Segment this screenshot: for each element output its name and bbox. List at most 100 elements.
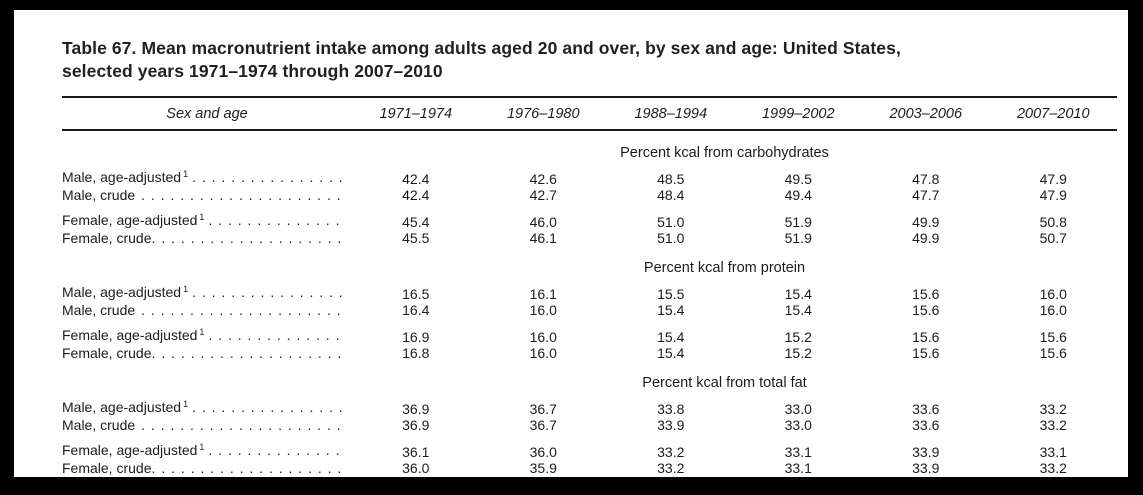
value-cell: 33.6 xyxy=(912,417,940,433)
value-cell: 33.1 xyxy=(784,460,812,476)
value-cell: 15.2 xyxy=(784,345,812,361)
value-cell: 33.9 xyxy=(912,460,940,476)
value-cell: 16.0 xyxy=(529,329,557,345)
value-cell: 42.7 xyxy=(529,187,557,203)
value-cell: 16.1 xyxy=(529,286,557,302)
value-cell: 36.0 xyxy=(402,460,430,476)
section-header-total-fat: Percent kcal from total fat xyxy=(642,375,807,391)
value-cell: 33.6 xyxy=(912,401,940,417)
value-cell: 50.7 xyxy=(1039,230,1067,246)
value-cell: 16.9 xyxy=(402,329,430,345)
value-cell: 36.9 xyxy=(402,401,430,417)
column-header-sex-and-age: Sex and age xyxy=(62,96,352,131)
value-cell: 36.7 xyxy=(529,417,557,433)
value-cell: 46.0 xyxy=(529,214,557,230)
row-label: Male, age-adjusted 1. . . . . . . . . . .… xyxy=(62,399,352,417)
value-cell: 15.4 xyxy=(657,329,685,345)
footnote-marker: 1 xyxy=(183,399,189,409)
column-header-1971-1974: 1971–1974 xyxy=(352,96,480,131)
row-label: Female, age-adjusted 1. . . . . . . . . .… xyxy=(62,327,352,345)
table-row: Female, crude.. . . . . . . . . . . . . … xyxy=(62,460,1117,476)
page-content: Table 67. Mean macronutrient intake amon… xyxy=(14,10,1128,477)
value-cell: 33.2 xyxy=(657,460,685,476)
value-cell: 15.4 xyxy=(784,286,812,302)
dot-leader: . . . . . . . . . . . . . . . . . . . . … xyxy=(161,230,344,246)
row-label: Female, age-adjusted 1. . . . . . . . . .… xyxy=(62,442,352,460)
value-cell: 47.9 xyxy=(1039,171,1067,187)
value-cell: 51.9 xyxy=(784,230,812,246)
value-cell: 15.4 xyxy=(657,345,685,361)
dot-leader: . . . . . . . . . . . . . . . . . . . . … xyxy=(192,399,344,415)
table-header: Sex and age 1971–1974 1976–1980 1988–199… xyxy=(62,96,1117,131)
dot-leader: . . . . . . . . . . . . . . . . . . . . … xyxy=(192,284,344,300)
value-cell: 46.1 xyxy=(529,230,557,246)
value-cell: 33.2 xyxy=(1039,460,1067,476)
value-cell: 42.4 xyxy=(402,187,430,203)
value-cell: 33.9 xyxy=(912,444,940,460)
row-label: Female, crude.. . . . . . . . . . . . . … xyxy=(62,345,344,361)
column-header-1976-1980: 1976–1980 xyxy=(479,96,607,131)
section-header-row: Percent kcal from total fat xyxy=(62,361,1117,399)
value-cell: 47.8 xyxy=(912,171,940,187)
value-cell: 16.0 xyxy=(529,302,557,318)
table-row: Male, age-adjusted 1. . . . . . . . . . .… xyxy=(62,169,1117,187)
value-cell: 33.2 xyxy=(657,444,685,460)
table-title-line1: Table 67. Mean macronutrient intake amon… xyxy=(62,38,901,58)
value-cell: 15.6 xyxy=(912,286,940,302)
table-row: Male, crude. . . . . . . . . . . . . . .… xyxy=(62,417,1117,433)
row-label: Male, age-adjusted 1. . . . . . . . . . .… xyxy=(62,169,352,187)
table-row: Female, age-adjusted 1. . . . . . . . . .… xyxy=(62,203,1117,230)
value-cell: 15.4 xyxy=(784,302,812,318)
row-label: Male, crude. . . . . . . . . . . . . . .… xyxy=(62,187,352,203)
footnote-marker: 1 xyxy=(183,169,189,179)
value-cell: 49.9 xyxy=(912,214,940,230)
section-header-row: Percent kcal from carbohydrates xyxy=(62,130,1117,169)
value-cell: 42.4 xyxy=(402,171,430,187)
value-cell: 16.4 xyxy=(402,302,430,318)
value-cell: 33.9 xyxy=(657,417,685,433)
table-row: Female, age-adjusted 1. . . . . . . . . .… xyxy=(62,433,1117,460)
table-title: Table 67. Mean macronutrient intake amon… xyxy=(62,37,1128,83)
value-cell: 15.5 xyxy=(657,286,685,302)
value-cell: 16.0 xyxy=(529,345,557,361)
value-cell: 33.1 xyxy=(784,444,812,460)
table-row: Male, crude. . . . . . . . . . . . . . .… xyxy=(62,187,1117,203)
value-cell: 51.9 xyxy=(784,214,812,230)
value-cell: 33.2 xyxy=(1039,417,1067,433)
value-cell: 15.2 xyxy=(784,329,812,345)
value-cell: 33.1 xyxy=(1039,444,1067,460)
dot-leader: . . . . . . . . . . . . . . . . . . . . … xyxy=(208,442,344,458)
value-cell: 36.7 xyxy=(529,401,557,417)
value-cell: 15.6 xyxy=(912,345,940,361)
dot-leader: . . . . . . . . . . . . . . . . . . . . … xyxy=(192,169,344,185)
dot-leader: . . . . . . . . . . . . . . . . . . . . … xyxy=(208,327,344,343)
value-cell: 36.1 xyxy=(402,444,430,460)
row-label: Female, crude.. . . . . . . . . . . . . … xyxy=(62,230,344,246)
value-cell: 33.0 xyxy=(784,401,812,417)
section-header-protein: Percent kcal from protein xyxy=(643,260,806,276)
dot-leader: . . . . . . . . . . . . . . . . . . . . … xyxy=(141,417,344,433)
value-cell: 42.6 xyxy=(529,171,557,187)
table-row: Male, crude. . . . . . . . . . . . . . .… xyxy=(62,302,1117,318)
value-cell: 15.6 xyxy=(912,329,940,345)
value-cell: 15.6 xyxy=(912,302,940,318)
document-page: Table 67. Mean macronutrient intake amon… xyxy=(14,10,1128,477)
row-label: Male, crude. . . . . . . . . . . . . . .… xyxy=(62,417,352,433)
table-row: Male, age-adjusted 1. . . . . . . . . . .… xyxy=(62,284,1117,302)
value-cell: 45.4 xyxy=(402,214,430,230)
table-row: Male, age-adjusted 1. . . . . . . . . . .… xyxy=(62,399,1117,417)
value-cell: 15.4 xyxy=(657,302,685,318)
section-header-carbohydrates: Percent kcal from carbohydrates xyxy=(620,145,829,161)
value-cell: 47.7 xyxy=(912,187,940,203)
row-label: Female, crude.. . . . . . . . . . . . . … xyxy=(62,460,344,476)
column-header-1999-2002: 1999–2002 xyxy=(734,96,862,131)
value-cell: 51.0 xyxy=(657,230,685,246)
value-cell: 49.9 xyxy=(912,230,940,246)
value-cell: 15.6 xyxy=(1039,345,1067,361)
value-cell: 36.9 xyxy=(402,417,430,433)
value-cell: 49.5 xyxy=(784,171,812,187)
dot-leader: . . . . . . . . . . . . . . . . . . . . … xyxy=(161,345,344,361)
dot-leader: . . . . . . . . . . . . . . . . . . . . … xyxy=(141,187,344,203)
dot-leader: . . . . . . . . . . . . . . . . . . . . … xyxy=(161,460,344,476)
value-cell: 16.5 xyxy=(402,286,430,302)
